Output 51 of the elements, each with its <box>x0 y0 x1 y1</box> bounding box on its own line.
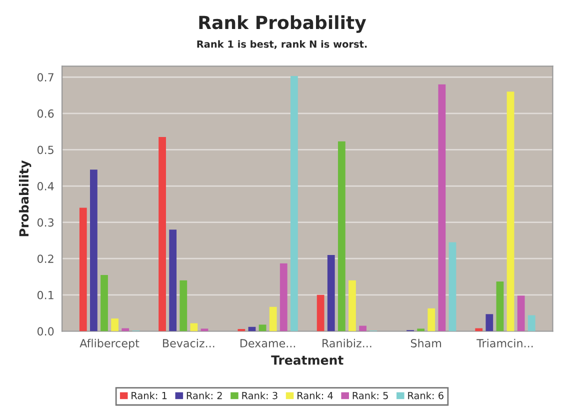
bar <box>100 274 108 332</box>
y-axis-title: Probability <box>18 160 32 236</box>
bar <box>180 280 188 332</box>
chart-subtitle: Rank 1 is best, rank N is worst. <box>197 40 367 49</box>
bar <box>448 242 456 332</box>
x-axis-title: Treatment <box>271 356 344 365</box>
y-tick-label: 0.5 <box>37 146 54 154</box>
legend-label: Rank: 5 <box>352 392 388 400</box>
y-tick-label: 0.3 <box>37 218 54 227</box>
bar <box>290 76 298 332</box>
bar <box>269 306 277 332</box>
bar <box>90 170 98 332</box>
x-tick-label: Dexame... <box>240 339 296 348</box>
bar <box>79 208 87 332</box>
y-tick-label: 0.4 <box>37 182 54 190</box>
bar <box>428 308 436 332</box>
legend-label: Rank: 6 <box>408 392 444 400</box>
x-tick-label: Aflibercept <box>80 338 140 350</box>
bar <box>338 141 346 332</box>
bar <box>190 323 198 332</box>
legend-label: Rank: 1 <box>132 392 167 400</box>
bar <box>438 84 446 332</box>
bar <box>169 230 177 332</box>
x-tick-label: Triamcin... <box>476 338 533 348</box>
bar <box>359 326 366 332</box>
legend-label: Rank: 3 <box>242 392 278 400</box>
y-tick-label: 0.0 <box>37 327 54 336</box>
bar <box>486 314 494 332</box>
bar <box>348 280 356 332</box>
x-tick-label: Sham <box>410 338 442 348</box>
chart-title: Rank Probability <box>199 15 366 33</box>
bar <box>517 296 525 332</box>
legend-label: Rank: 2 <box>186 392 222 400</box>
bar <box>496 281 504 332</box>
bar <box>528 315 536 332</box>
legend-label: Rank: 4 <box>298 392 333 400</box>
bar <box>111 318 118 332</box>
bar <box>258 324 266 332</box>
y-tick-label: 0.7 <box>37 73 54 82</box>
bar <box>280 263 288 332</box>
y-tick-label: 0.6 <box>37 109 54 118</box>
bar <box>200 328 208 332</box>
bar <box>158 137 166 332</box>
bar <box>327 254 335 332</box>
bar <box>506 92 514 332</box>
bar <box>417 328 425 332</box>
y-tick-label: 0.1 <box>37 290 54 300</box>
x-tick-label: Ranibiz... <box>322 338 372 348</box>
bar <box>316 294 324 332</box>
y-tick-label: 0.2 <box>37 254 54 263</box>
x-tick-label: Bevaciz... <box>163 338 214 348</box>
